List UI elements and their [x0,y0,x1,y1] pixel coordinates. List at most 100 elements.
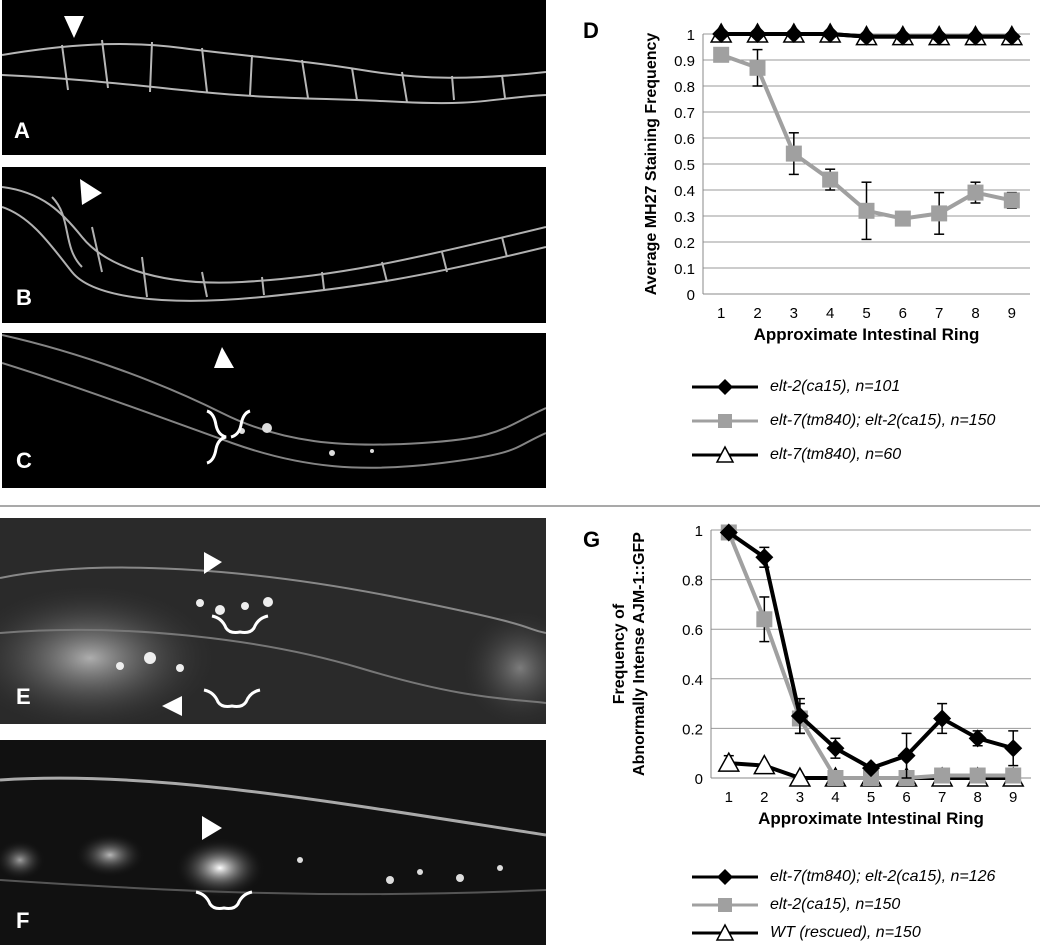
chart-d: 0 0.1 0.2 0.3 0.4 0.5 0.6 0.7 0.8 0.9 1 1 2 3 4 5 6 7 8 9 Ap… [643,22,1030,344]
data-point [1003,192,1020,209]
x-tick-label: 9 [1009,789,1017,806]
x-tick-label: 1 [717,305,725,322]
micrograph-b: B [2,167,546,323]
data-point [713,46,730,63]
panel-label-a: A [14,118,30,143]
section-divider [0,505,1040,507]
y-tick-label: 0.6 [682,622,703,639]
y-tick-label: 0.2 [682,721,703,738]
arrowhead-icon [80,179,102,205]
y-tick-label: 0.4 [674,183,695,200]
data-point [790,707,809,725]
y-tick-label: 0.8 [682,573,703,590]
data-point [967,184,984,201]
data-point [966,27,985,46]
brace-icon [206,409,251,465]
data-point [822,171,839,188]
y-tick-label: 0.4 [682,672,703,689]
y-tick-label: 0.3 [674,209,695,226]
x-tick-label: 6 [902,789,910,806]
data-point [897,746,916,765]
arrowhead-icon [202,816,222,840]
data-point [894,210,911,227]
legend-d: elt-2(ca15), n=101 elt-7(tm840); elt-2(c… [690,376,1040,486]
x-tick-label: 3 [796,789,804,806]
data-point [968,729,987,748]
x-tick-label: 9 [1008,305,1016,322]
y-tick-label: 0 [695,771,703,788]
y-axis-title: Abnormally Intense AJM-1::GFP [631,532,648,776]
panel-label-c: C [16,448,32,473]
data-point [827,770,844,786]
micrograph-a: A [2,0,546,155]
y-tick-label: 0.5 [674,157,695,174]
arrowhead-icon [162,696,182,716]
panel-label-f: F [16,908,30,933]
y-tick-label: 0.1 [674,261,695,278]
legend-label: elt-2(ca15), n=101 [770,378,901,395]
y-tick-label: 0.9 [674,53,695,70]
data-point [1005,767,1022,784]
brace-icon [203,688,261,708]
brace-icon [211,614,269,634]
data-point [784,25,803,43]
data-point [749,59,766,76]
legend-marker [692,898,758,912]
data-point [717,751,741,772]
data-point [858,202,875,219]
panel-label-b: B [16,285,32,310]
y-tick-label: 0.2 [674,235,695,252]
x-tick-label: 2 [760,789,768,806]
legend-label: WT (rescued), n=150 [770,924,921,941]
panel-label-e: E [16,684,31,709]
legend-marker [692,379,758,395]
legend-label: elt-7(tm840), n=60 [770,446,902,463]
legend-marker [692,923,758,941]
data-point [785,145,802,162]
data-point [857,27,876,46]
arrowhead-icon [214,347,234,368]
y-axis-title: Frequency of [611,603,628,704]
data-point [756,611,773,628]
data-point [893,27,912,46]
x-tick-label: 4 [831,789,839,806]
data-point [931,205,948,222]
x-axis-title: Approximate Intestinal Ring [758,809,984,828]
data-point [753,754,776,775]
data-point [934,767,951,784]
data-point [969,767,986,784]
micrograph-b-image [2,179,546,302]
x-tick-label: 7 [938,789,946,806]
x-tick-label: 5 [867,789,875,806]
micrograph-a-image [2,16,546,105]
micrograph-e-image [0,552,546,724]
micrograph-f-image [0,776,546,910]
x-tick-label: 5 [862,305,870,322]
series-line [726,531,1014,780]
micrograph-e: E [0,518,546,724]
data-point [933,709,952,728]
legend-marker [692,414,758,428]
micrograph-c: C [2,333,546,488]
arrowhead-icon [64,16,84,38]
data-point [1004,739,1023,758]
x-tick-label: 7 [935,305,943,322]
legend-label: elt-2(ca15), n=150 [770,896,901,913]
chart-g: 0 0.2 0.4 0.6 0.8 1 1 2 3 4 5 6 7 8 9 Approximate Intes… [611,523,1031,828]
legend-label: elt-7(tm840); elt-2(ca15), n=150 [770,412,996,429]
y-tick-label: 0.7 [674,105,695,122]
x-tick-label: 4 [826,305,834,322]
y-tick-label: 1 [687,27,695,44]
micrograph-f: F [0,740,546,945]
legend-marker [692,869,758,885]
legend-marker [692,445,758,463]
arrowhead-icon [204,552,222,574]
y-axis-title: Average MH27 Staining Frequency [643,33,660,296]
x-tick-label: 6 [899,305,907,322]
x-tick-label: 1 [725,789,733,806]
data-point [862,759,880,778]
y-tick-label: 0.6 [674,131,695,148]
legend-g: elt-7(tm840); elt-2(ca15), n=126 elt-2(c… [690,866,1040,946]
panel-label-g: G [583,527,601,552]
data-point [712,25,731,43]
